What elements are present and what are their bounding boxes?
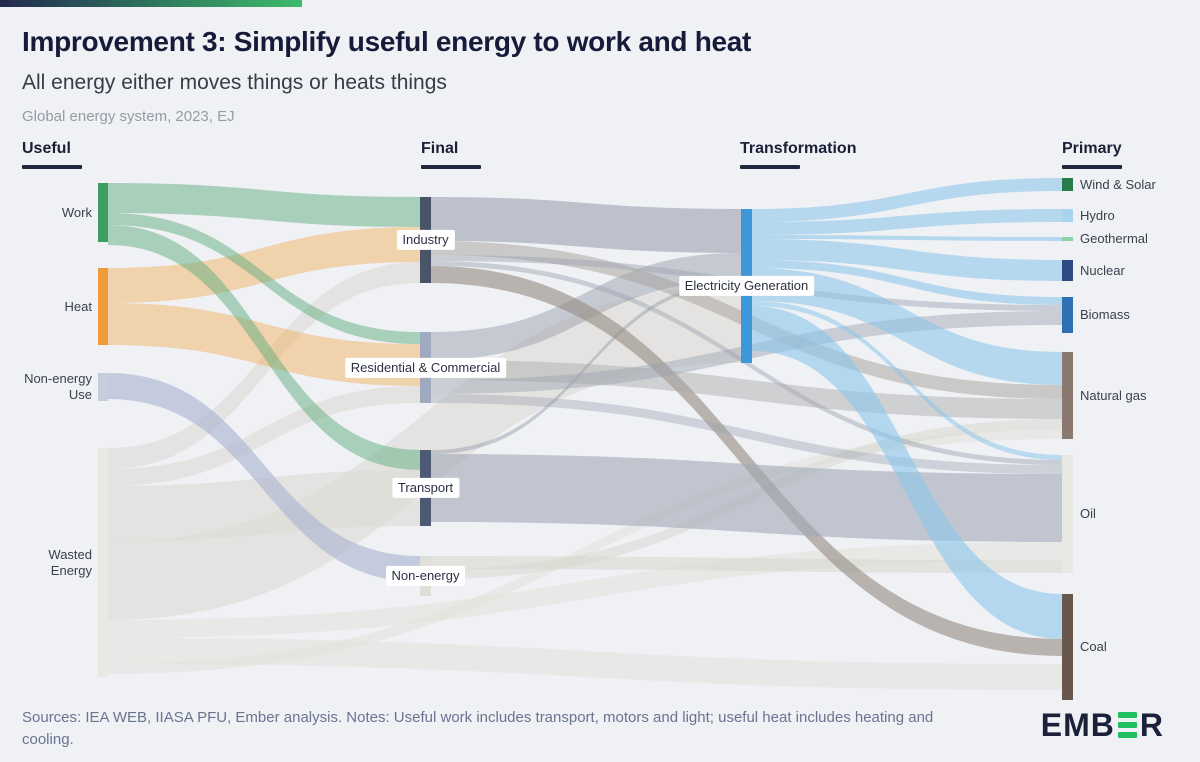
column-header-useful: Useful bbox=[22, 140, 82, 169]
node-neu bbox=[98, 373, 108, 401]
flow-rc-to-gas bbox=[431, 360, 1062, 419]
node-label-nonenergy: Non-energy bbox=[385, 565, 466, 587]
node-geothermal bbox=[1062, 237, 1073, 241]
node-label-coal: Coal bbox=[1080, 638, 1107, 654]
flow-wasted-to-industry bbox=[108, 262, 420, 469]
flow-wasted-to-rc bbox=[108, 386, 420, 486]
flow-eg-to-gas bbox=[752, 268, 1062, 385]
column-header-transformation: Transformation bbox=[740, 140, 856, 169]
column-header-underline bbox=[421, 165, 481, 169]
column-header-label: Final bbox=[421, 140, 459, 157]
flow-eg-to-hydro bbox=[752, 209, 1062, 235]
node-label-nuclear: Nuclear bbox=[1080, 262, 1125, 278]
flow-industry-to-coal bbox=[431, 266, 1062, 656]
flow-work-to-rc bbox=[108, 213, 420, 344]
flow-rc-to-oil bbox=[431, 394, 1062, 474]
page-subtitle: All energy either moves things or heats … bbox=[22, 71, 447, 94]
node-label-rc: Residential & Commercial bbox=[344, 357, 507, 378]
node-label-wasted: Wasted Energy bbox=[48, 546, 92, 578]
node-label-windsolar: Wind & Solar bbox=[1080, 176, 1156, 192]
column-header-label: Useful bbox=[22, 140, 71, 157]
node-label-gas: Natural gas bbox=[1080, 387, 1147, 403]
chart-unit-caption: Global energy system, 2023, EJ bbox=[22, 108, 235, 125]
node-label-neu: Non-energy Use bbox=[24, 370, 92, 402]
flow-work-to-industry bbox=[108, 183, 420, 227]
flow-transport-to-eg bbox=[431, 281, 741, 454]
node-label-heat: Heat bbox=[64, 298, 92, 314]
brand-gradient-bar bbox=[0, 0, 302, 7]
column-header-underline bbox=[740, 165, 800, 169]
sources-note: Sources: IEA WEB, IIASA PFU, Ember analy… bbox=[22, 709, 934, 748]
node-label-eg: Electricity Generation bbox=[678, 275, 815, 297]
node-label-oil: Oil bbox=[1080, 505, 1096, 521]
flow-work-to-transport bbox=[108, 225, 420, 470]
node-oil bbox=[1062, 455, 1073, 573]
node-work bbox=[98, 183, 108, 242]
node-biomass bbox=[1062, 297, 1073, 333]
ember-logo-e-bars-icon bbox=[1117, 712, 1137, 738]
flow-eg-to-oil bbox=[752, 301, 1062, 460]
node-label-biomass: Biomass bbox=[1080, 306, 1130, 322]
flow-eg-to-windsolar bbox=[752, 178, 1062, 222]
page-title: Improvement 3: Simplify useful energy to… bbox=[22, 26, 752, 57]
node-hydro bbox=[1062, 209, 1073, 222]
flow-eg-to-biomass bbox=[752, 260, 1062, 305]
column-header-underline bbox=[1062, 165, 1122, 169]
column-header-final: Final bbox=[421, 140, 481, 169]
node-coal bbox=[1062, 594, 1073, 700]
column-header-primary: Primary bbox=[1062, 140, 1122, 169]
node-label-hydro: Hydro bbox=[1080, 207, 1115, 223]
node-gas bbox=[1062, 352, 1073, 439]
node-label-work: Work bbox=[61, 204, 92, 220]
node-label-geothermal: Geothermal bbox=[1080, 230, 1148, 246]
column-header-underline bbox=[22, 165, 82, 169]
flow-heat-to-industry bbox=[108, 227, 420, 303]
node-label-industry: Industry bbox=[396, 229, 455, 251]
flow-eg-to-geothermal bbox=[752, 235, 1062, 241]
ember-logo-text-emb: EMB bbox=[1040, 706, 1115, 743]
column-header-label: Transformation bbox=[740, 140, 857, 157]
node-label-transport: Transport bbox=[391, 477, 460, 499]
node-nuclear bbox=[1062, 260, 1073, 281]
column-header-label: Primary bbox=[1062, 140, 1122, 157]
node-heat bbox=[98, 268, 108, 345]
ember-logo-text-r: R bbox=[1139, 706, 1164, 743]
node-wasted bbox=[98, 448, 108, 677]
flow-wasted-to-gas bbox=[108, 429, 1062, 674]
flow-neu-to-nonenergy bbox=[108, 373, 420, 582]
flow-wasted-to-coal bbox=[108, 638, 1062, 690]
flow-industry-to-eg bbox=[431, 197, 741, 253]
node-windsolar bbox=[1062, 178, 1073, 191]
ember-logo: EMB R bbox=[1041, 706, 1164, 744]
flow-eg-to-nuclear bbox=[752, 239, 1062, 281]
flow-eg-to-coal bbox=[752, 306, 1062, 639]
